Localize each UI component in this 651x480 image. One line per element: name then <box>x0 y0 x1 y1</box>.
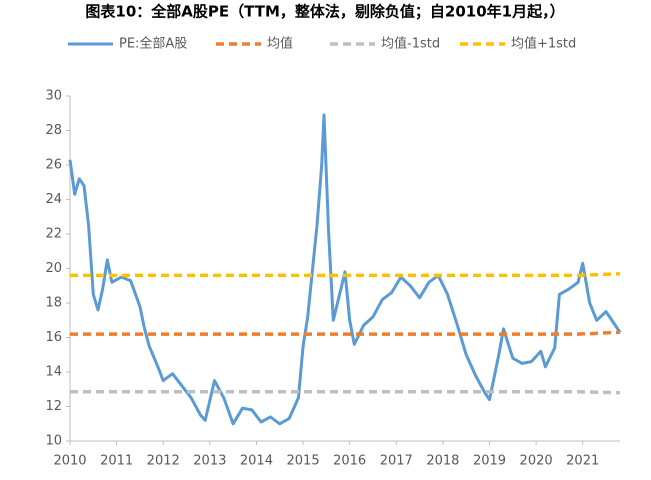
x-tick-label: 2019 <box>473 454 506 469</box>
x-tick-label: 2011 <box>100 454 133 469</box>
x-tick-label: 2015 <box>287 454 320 469</box>
x-tick-label: 2017 <box>380 454 413 469</box>
y-tick-label: 24 <box>45 192 62 207</box>
y-tick-label: 22 <box>45 227 62 242</box>
x-tick-label: 2020 <box>520 454 553 469</box>
legend-label: 均值 <box>267 36 293 52</box>
legend-label: 均值+1std <box>511 36 576 52</box>
y-tick-label: 16 <box>45 330 62 345</box>
chart-title: 图表10：全部A股PE（TTM，整体法，剔除负值；自2010年1月起，） <box>85 3 564 21</box>
y-tick-label: 18 <box>45 296 62 311</box>
y-tick-label: 12 <box>45 399 62 414</box>
x-tick-label: 2012 <box>147 454 180 469</box>
series-line <box>70 390 621 395</box>
series-line <box>68 113 622 426</box>
legend-label: PE:全部A股 <box>119 36 187 52</box>
x-tick-label: 2016 <box>333 454 366 469</box>
y-tick-label: 20 <box>45 261 62 276</box>
x-tick-label: 2013 <box>193 454 226 469</box>
y-tick-label: 30 <box>45 89 62 104</box>
y-tick-label: 26 <box>45 158 62 173</box>
series-line <box>70 330 621 336</box>
y-tick-label: 10 <box>45 434 62 449</box>
y-tick-label: 28 <box>45 123 62 138</box>
series-line <box>70 271 621 278</box>
x-tick-label: 2014 <box>240 454 273 469</box>
x-tick-label: 2018 <box>426 454 459 469</box>
y-tick-label: 14 <box>45 365 62 380</box>
x-tick-label: 2021 <box>566 454 599 469</box>
legend-label: 均值-1std <box>381 36 440 52</box>
x-tick-label: 2010 <box>53 454 86 469</box>
